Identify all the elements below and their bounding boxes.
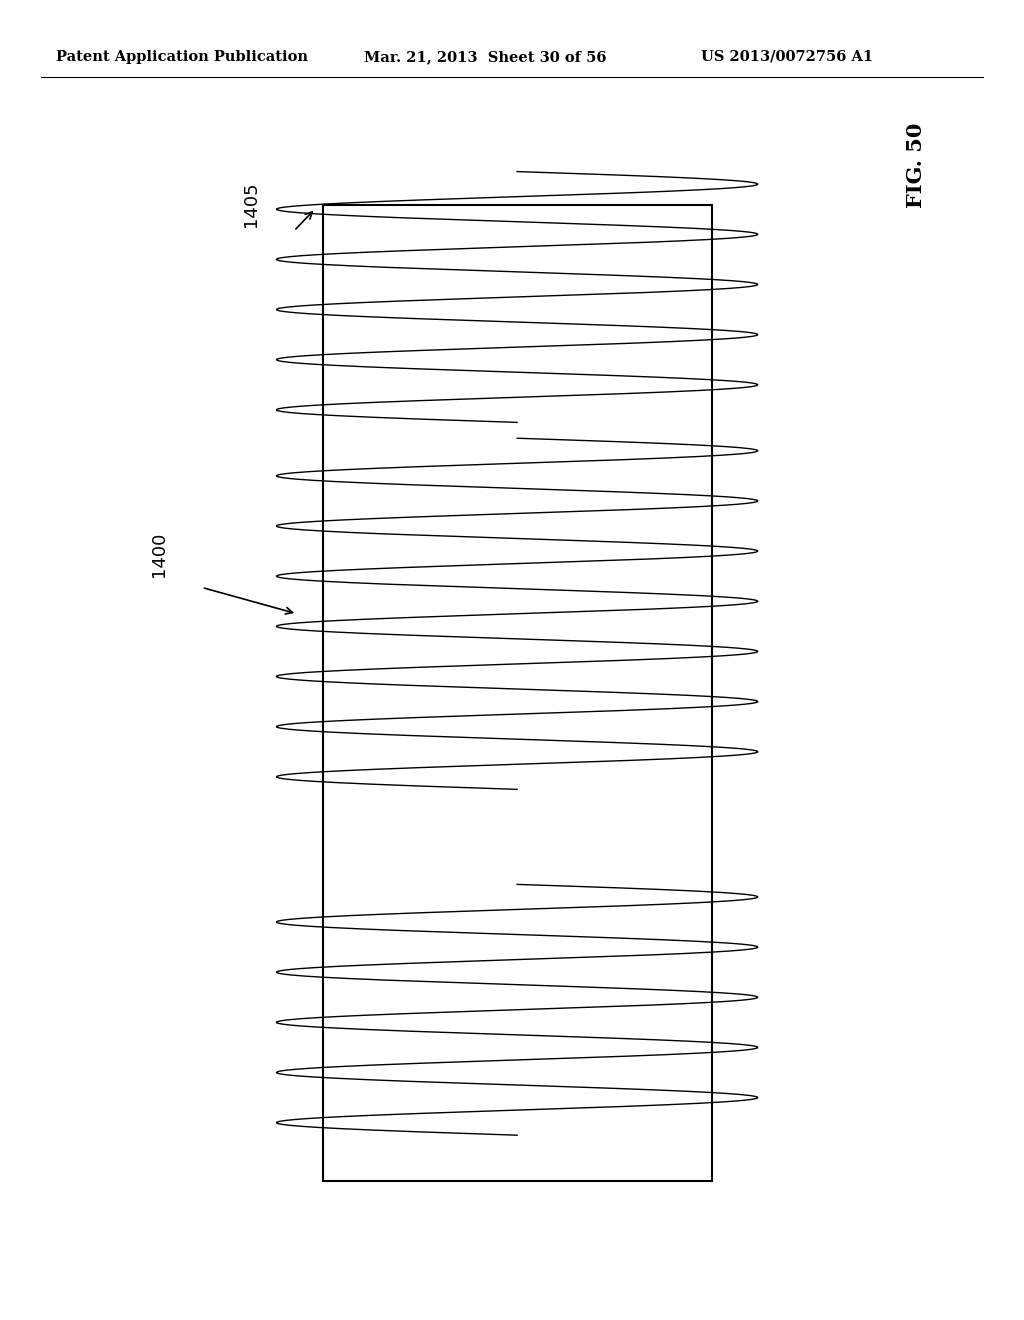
Text: Patent Application Publication: Patent Application Publication — [56, 50, 308, 63]
Text: FIG. 50: FIG. 50 — [906, 123, 927, 207]
Text: Mar. 21, 2013  Sheet 30 of 56: Mar. 21, 2013 Sheet 30 of 56 — [364, 50, 606, 63]
Text: US 2013/0072756 A1: US 2013/0072756 A1 — [701, 50, 873, 63]
Text: 1400: 1400 — [150, 532, 168, 577]
Text: 1405: 1405 — [242, 182, 260, 227]
Bar — [323, 205, 712, 1181]
